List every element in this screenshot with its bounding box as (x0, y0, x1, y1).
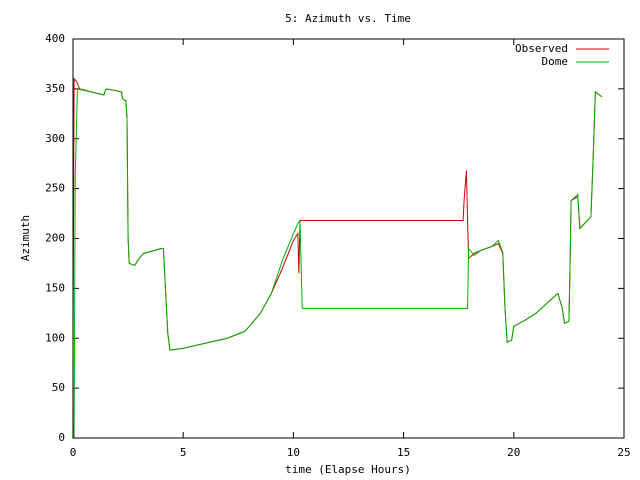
chart-title: 5: Azimuth vs. Time (285, 12, 411, 25)
x-tick-label: 0 (70, 446, 77, 459)
x-tick-label: 5 (180, 446, 187, 459)
y-tick-label: 350 (45, 82, 65, 95)
y-tick-label: 300 (45, 132, 65, 145)
y-tick-label: 200 (45, 232, 65, 245)
plot-border (72, 38, 625, 439)
y-tick-label: 400 (45, 32, 65, 45)
y-tick-label: 50 (52, 381, 65, 394)
x-tick-label: 20 (507, 446, 520, 459)
y-axis-label: Azimuth (19, 215, 32, 261)
y-tick-label: 150 (45, 281, 65, 294)
x-tick-label: 25 (617, 446, 630, 459)
series-line (73, 88, 603, 439)
x-axis-label: time (Elapse Hours) (285, 463, 411, 476)
legend-label: Dome (542, 55, 569, 68)
y-tick-label: 250 (45, 182, 65, 195)
legend-label: Observed (515, 42, 568, 55)
y-tick-label: 0 (58, 431, 65, 444)
x-tick-label: 10 (287, 446, 300, 459)
y-tick-label: 100 (45, 331, 65, 344)
x-tick-label: 15 (397, 446, 410, 459)
